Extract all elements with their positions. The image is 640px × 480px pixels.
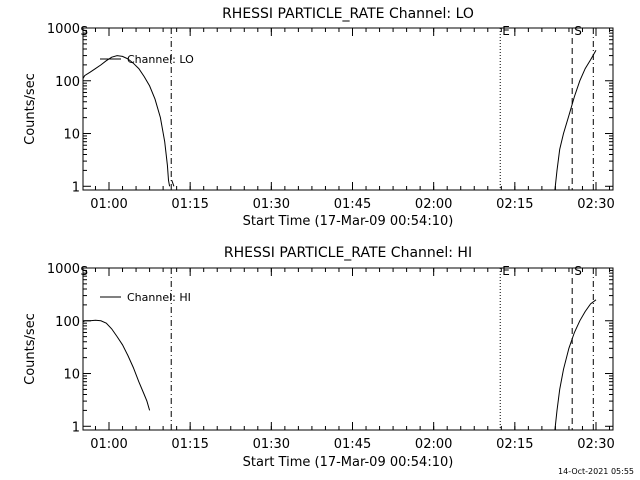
x-tick-label: 02:00 [415,197,452,212]
chart-title: RHESSI PARTICLE_RATE Channel: HI [224,245,472,261]
y-tick-label: 10 [63,128,80,143]
marker-label: E [502,24,510,38]
x-tick-label: 01:30 [253,197,290,212]
x-tick-label: 01:15 [171,437,208,452]
x-tick-label: 01:45 [334,197,371,212]
legend-label: Channel: HI [127,291,191,304]
marker-label: S [574,264,582,278]
y-tick-label: 1000 [47,22,80,37]
legend-label: Channel: LO [127,53,194,66]
x-tick-label: 01:15 [171,197,208,212]
footer-timestamp: 14-Oct-2021 05:55 [558,467,634,476]
x-axis-label: Start Time (17-Mar-09 00:54:10) [243,214,454,229]
x-axis-label: Start Time (17-Mar-09 00:54:10) [243,455,454,470]
x-tick-label: 01:30 [253,437,290,452]
x-tick-label: 02:15 [496,437,533,452]
series-line [554,49,597,191]
y-tick-label: 1000 [47,262,80,277]
plot-frame [82,27,614,191]
x-tick-label: 02:30 [577,197,614,212]
y-axis-label: Counts/sec [23,313,38,385]
marker-label: S [80,24,88,38]
marker-label: S [80,264,88,278]
y-tick-label: 1 [72,180,80,195]
series-line [82,55,171,187]
series-line [171,180,175,187]
y-tick-label: 100 [55,75,80,90]
marker-label: E [502,264,510,278]
y-tick-label: 10 [63,368,80,383]
x-tick-label: 01:00 [90,437,127,452]
x-tick-label: 01:45 [334,437,371,452]
x-tick-label: 02:30 [577,437,614,452]
x-tick-label: 02:00 [415,437,452,452]
chart-title: RHESSI PARTICLE_RATE Channel: LO [222,6,474,22]
series-line [554,299,597,431]
x-tick-label: 02:15 [496,197,533,212]
series-line [82,319,151,411]
y-tick-label: 1 [72,420,80,435]
marker-label: S [574,24,582,38]
y-axis-label: Counts/sec [23,73,38,145]
plot-frame [82,267,614,431]
y-tick-label: 100 [55,315,80,330]
x-tick-label: 01:00 [90,197,127,212]
